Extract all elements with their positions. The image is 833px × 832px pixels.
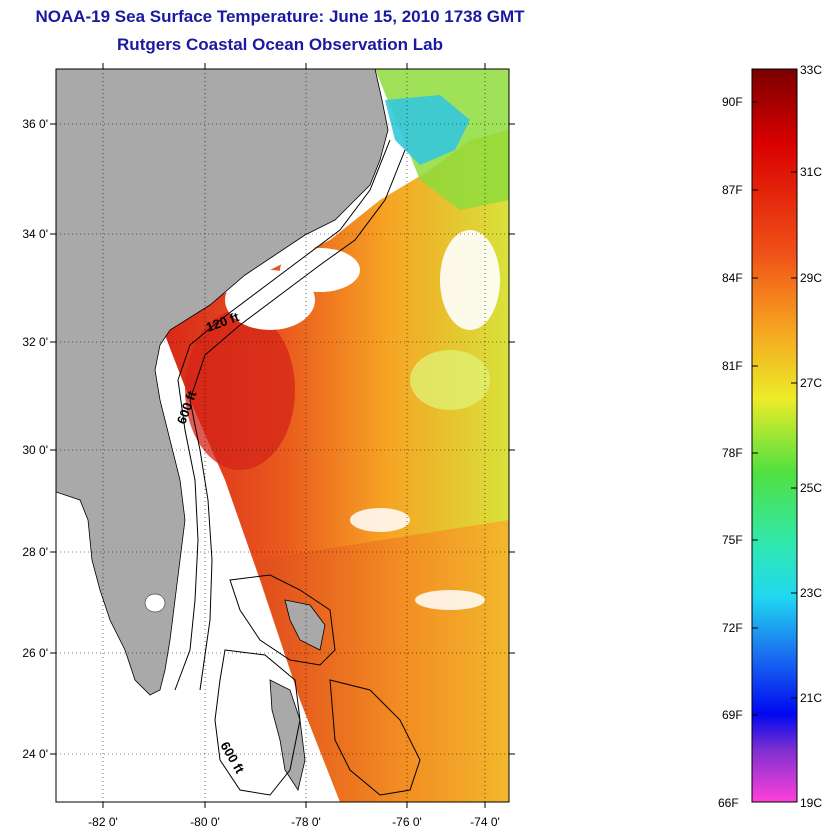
colorbar-c-label: 29C: [800, 271, 822, 285]
colorbar-f-label: 81F: [722, 359, 743, 373]
frame-ticks: [50, 63, 515, 808]
cloud-gap: [280, 248, 360, 292]
contour-south-bahamas: [329, 679, 421, 796]
cloud-gap: [415, 590, 485, 610]
lat-label: 32 0': [22, 335, 48, 349]
colorbar-f-label: 66F: [718, 796, 739, 810]
cool-patch: [410, 350, 490, 410]
lon-label: -76 0': [392, 815, 422, 829]
colorbar-c-label: 27C: [800, 376, 822, 390]
colorbar-ramp: [751, 68, 798, 803]
colorbar-f-label: 87F: [722, 183, 743, 197]
lon-label: -78 0': [291, 815, 321, 829]
lake-okeechobee: [144, 593, 166, 613]
lat-label: 30 0': [22, 443, 48, 457]
lon-label: -74 0': [470, 815, 500, 829]
lat-label: 28 0': [22, 545, 48, 559]
cloud-gap: [350, 508, 410, 532]
lat-label: 34 0': [22, 227, 48, 241]
sst-cold-patch: [385, 95, 470, 165]
map-frame: [55, 68, 510, 803]
contour-bahamas: [229, 574, 336, 666]
sst-hot-core: [185, 310, 295, 470]
colorbar-c-label: 19C: [800, 796, 822, 810]
lon-label: -82 0': [88, 815, 118, 829]
map-subtitle: Rutgers Coastal Ocean Observation Lab: [117, 35, 443, 54]
colorbar-c-label: 25C: [800, 481, 822, 495]
lat-label: 26 0': [22, 646, 48, 660]
colorbar-f-label: 78F: [722, 446, 743, 460]
land-us-mainland: [56, 69, 389, 696]
contour-600ft: [189, 149, 406, 691]
colorbar-c-label: 31C: [800, 165, 822, 179]
lat-label: 24 0': [22, 747, 48, 761]
lon-label: -80 0': [190, 815, 220, 829]
colorbar-f-ticks: [752, 101, 758, 716]
colorbar-f-label: 84F: [722, 271, 743, 285]
map-title: NOAA-19 Sea Surface Temperature: June 15…: [35, 7, 525, 26]
lat-label: 36 0': [22, 117, 48, 131]
colorbar-f-label: 69F: [722, 708, 743, 722]
colorbar-c-ticks: [791, 171, 797, 699]
colorbar-c-label: 33C: [800, 63, 822, 77]
colorbar-c-label: 21C: [800, 691, 822, 705]
colorbar-f-label: 72F: [722, 621, 743, 635]
colorbar-f-label: 90F: [722, 95, 743, 109]
colorbar-f-label: 75F: [722, 533, 743, 547]
contour-120ft: [174, 139, 391, 691]
colorbar-c-label: 23C: [800, 586, 822, 600]
contour-bahamas-south: [214, 649, 301, 796]
land-bahamas: [269, 679, 306, 792]
land-bahamas-2: [284, 599, 326, 651]
